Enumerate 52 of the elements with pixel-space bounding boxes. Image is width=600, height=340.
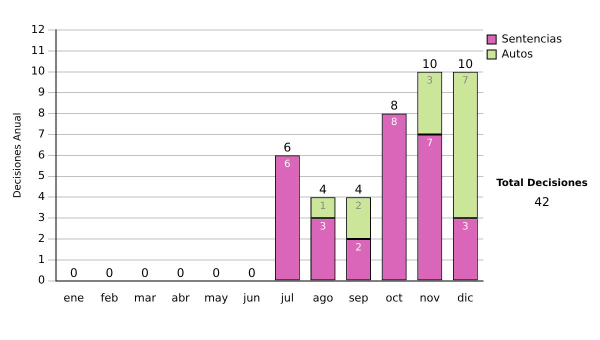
x-tick-label: mar (134, 291, 156, 304)
y-tick-label: 4 (38, 190, 45, 204)
data-label: 6 (284, 158, 291, 170)
x-tick-label: feb (100, 291, 118, 304)
data-label: 2 (355, 200, 362, 212)
y-tick-label: 5 (38, 169, 45, 182)
x-tick-label: jul (280, 291, 294, 304)
total-label: 8 (390, 98, 398, 113)
y-tick-label: 2 (38, 232, 45, 245)
total-label: 0 (106, 266, 114, 280)
x-tick-label: ene (64, 291, 84, 304)
data-label: 1 (320, 200, 326, 212)
data-label: 3 (320, 222, 326, 233)
total-label: 4 (354, 182, 362, 196)
total-label: 0 (176, 266, 184, 280)
x-tick-label: jun (242, 291, 260, 304)
data-label: 3 (426, 75, 433, 86)
total-label: 0 (248, 266, 256, 280)
text: Total Decisiones (495, 178, 589, 189)
y-tick-label: 8 (38, 106, 45, 120)
total-label: 4 (319, 182, 327, 196)
data-label: 8 (390, 117, 398, 128)
y-tick-label: 9 (38, 86, 45, 99)
y-tick-label: 6 (38, 148, 45, 162)
x-tick-label: ago (312, 291, 334, 304)
x-tick-label: nov (420, 291, 440, 304)
y-tick-label: 12 (30, 22, 45, 36)
legend-label: Autos (502, 47, 534, 60)
x-tick-label: oct (386, 291, 404, 304)
x-tick-label: dic (457, 291, 474, 304)
x-tick-label: abr (171, 291, 190, 304)
data-label: 3 (462, 222, 469, 233)
y-tick-label: 11 (30, 44, 45, 57)
y-axis-title: Decisiones Anual (12, 112, 24, 198)
y-tick-label: 10 (30, 64, 45, 78)
text: 42 (533, 195, 551, 209)
total-label: 0 (141, 266, 149, 280)
x-tick-label: sep (348, 291, 368, 304)
total-label: 6 (284, 140, 292, 155)
data-label: 7 (426, 138, 433, 150)
total-label: 10 (422, 56, 438, 71)
y-tick-label: 0 (38, 274, 45, 287)
y-tick-label: 3 (38, 210, 45, 224)
legend-label: Sentencias (502, 32, 562, 46)
total-label: 10 (458, 56, 473, 71)
data-label: 2 (355, 242, 362, 254)
total-label: 0 (212, 266, 220, 280)
total-label: 0 (70, 266, 78, 280)
data-label: 7 (462, 75, 469, 86)
y-tick-label: 1 (38, 252, 45, 266)
y-tick-label: 7 (38, 127, 45, 140)
x-tick-label: may (204, 291, 229, 304)
